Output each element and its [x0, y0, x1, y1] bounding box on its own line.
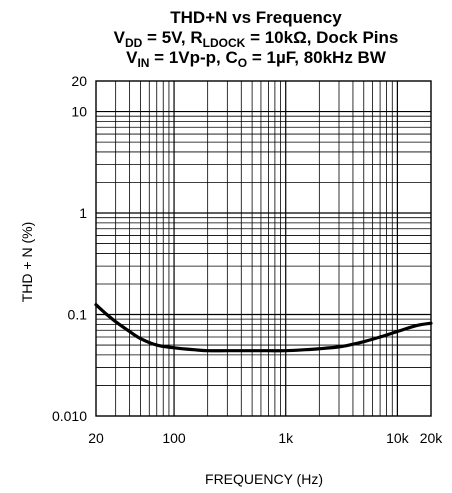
major-gridlines	[96, 81, 431, 416]
title-line-2-part-b: = 5V, R	[142, 28, 202, 47]
title-line-2-part-a: V	[114, 28, 126, 47]
x-tick-label: 1k	[278, 430, 294, 446]
y-axis-label: THD + N (%)	[19, 222, 35, 303]
series-layer	[94, 303, 433, 353]
minor-gridlines	[96, 81, 431, 416]
y-tick-label: 0.010	[52, 408, 87, 424]
title-line-3: VIN = 1Vp-p, CO = 1µF, 80kHz BW	[126, 48, 387, 70]
title-line-1: THD+N vs Frequency	[170, 8, 342, 27]
title-line-2-part-c: = 10kΩ, Dock Pins	[245, 28, 398, 47]
x-tick-labels: 20 100 1k 10k 20k	[88, 430, 443, 446]
plot-frame	[95, 80, 432, 417]
x-tick-label: 20k	[420, 430, 444, 446]
y-tick-label: 0.1	[68, 307, 88, 323]
title-line-3-part-b: = 1Vp-p, C	[149, 48, 237, 67]
title-line-3-part-c: = 1µF, 80kHz BW	[247, 48, 387, 67]
title-line-3-sub-b: O	[238, 56, 247, 70]
title-line-2-sub-a: DD	[125, 36, 143, 50]
title-line-3-part-a: V	[126, 48, 138, 67]
title-line-3-sub-a: IN	[137, 56, 149, 70]
x-tick-label: 10k	[386, 430, 410, 446]
x-tick-label: 100	[162, 430, 186, 446]
y-tick-label: 10	[71, 104, 87, 120]
series-line	[94, 303, 433, 353]
chart-title: THD+N vs Frequency VDD = 5V, RLDOCK = 10…	[114, 8, 399, 70]
y-tick-label: 20	[71, 73, 87, 89]
x-tick-label: 20	[88, 430, 104, 446]
title-line-2: VDD = 5V, RLDOCK = 10kΩ, Dock Pins	[114, 28, 399, 50]
y-tick-labels: 20 10 1 0.1 0.010	[52, 73, 87, 424]
y-tick-label: 1	[79, 205, 87, 221]
x-axis-label: FREQUENCY (Hz)	[205, 471, 323, 487]
title-line-2-sub-b: LDOCK	[203, 36, 246, 50]
